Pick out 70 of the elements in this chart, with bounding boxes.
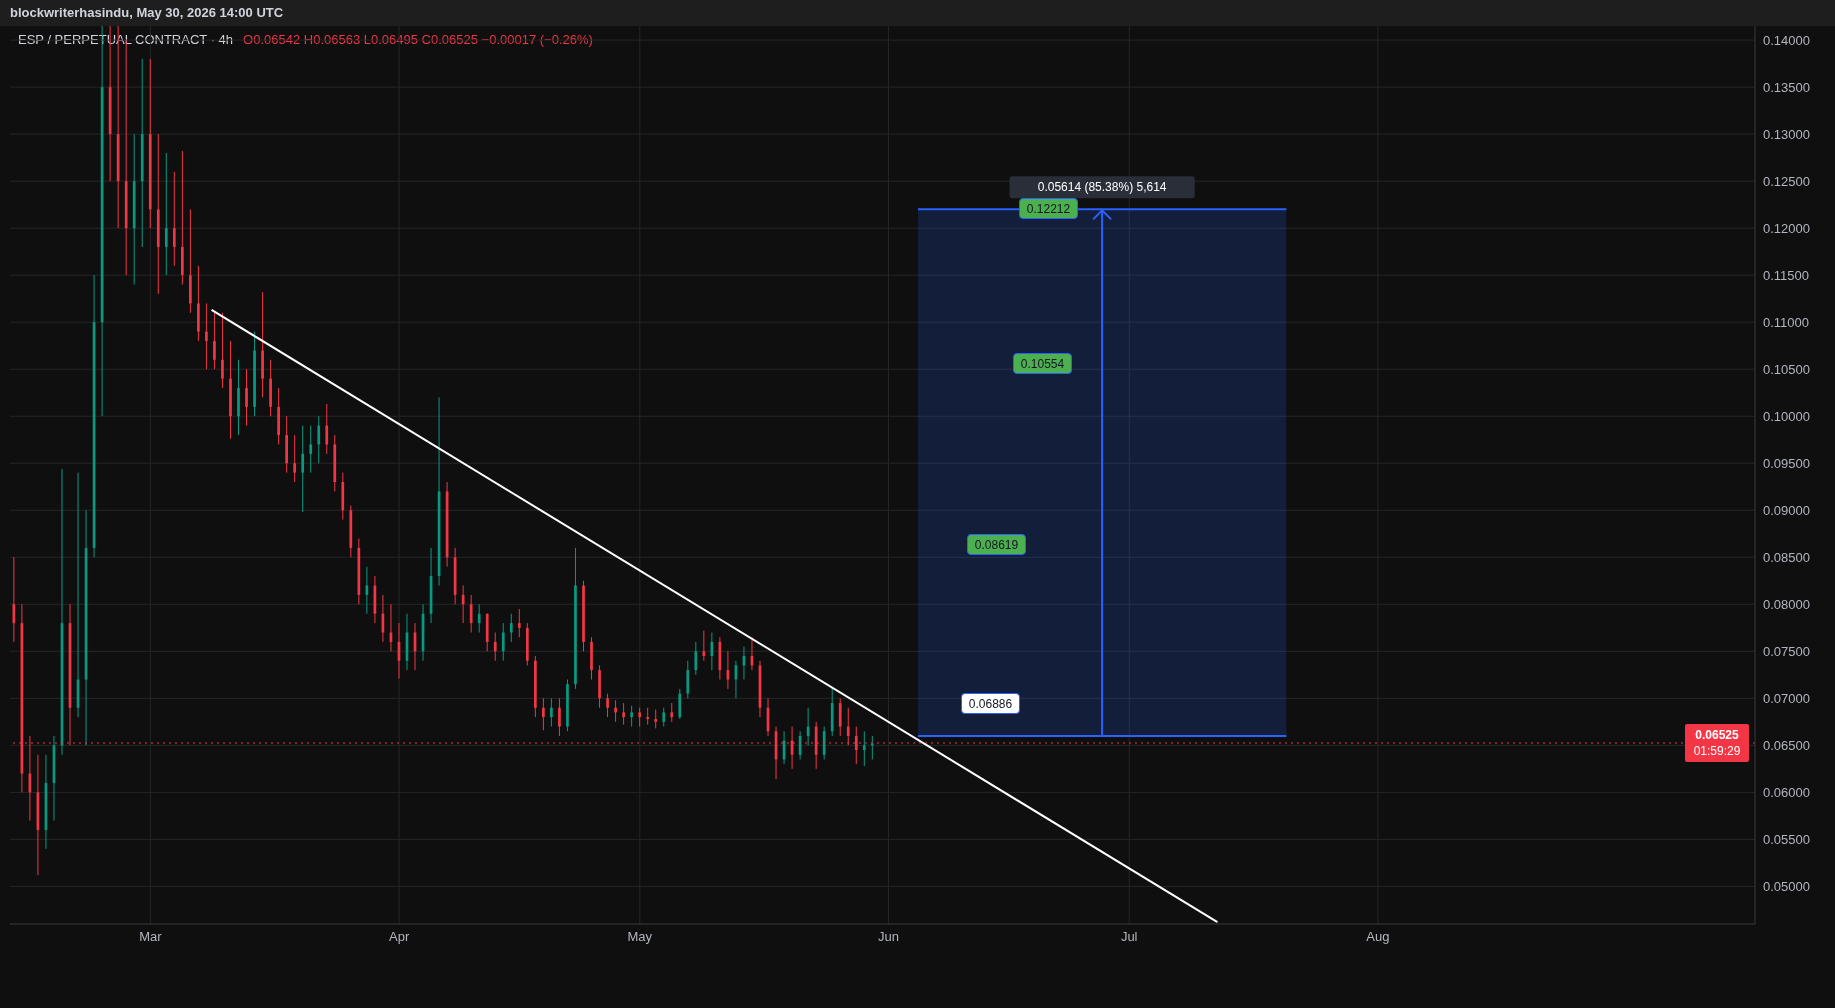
candlestick	[164, 152, 168, 276]
candlestick	[558, 697, 561, 737]
candlestick	[517, 608, 521, 638]
x-tick-label: Aug	[1366, 929, 1390, 945]
candlestick	[293, 434, 297, 483]
annotation: 01:59:29	[1693, 743, 1741, 758]
y-tick-label: 0.06000	[1763, 784, 1810, 800]
candlestick	[509, 613, 513, 643]
y-tick-label: 0.09000	[1763, 502, 1810, 518]
ref-line-label: 0.06525	[1695, 727, 1740, 742]
y-tick-label: 0.05500	[1763, 831, 1810, 847]
candlestick	[822, 726, 826, 760]
candlestick	[461, 584, 465, 624]
y-tick-label: 0.07000	[1763, 690, 1810, 706]
y-tick-label: 0.09500	[1763, 455, 1810, 471]
y-tick-label: 0.11000	[1763, 314, 1810, 330]
annotation: 0.05614 (85.38%) 5,614	[1037, 180, 1167, 195]
y-tick-label: 0.12000	[1763, 220, 1810, 236]
candlestick	[493, 632, 497, 662]
candlestick	[469, 594, 473, 633]
candlestick	[630, 705, 633, 728]
annotation: 0.10554	[1013, 353, 1072, 374]
candlestick	[638, 707, 642, 728]
candlestick	[662, 707, 666, 728]
y-tick-label: 0.10500	[1763, 361, 1810, 377]
candlestick	[694, 641, 698, 676]
candlestick	[686, 660, 690, 699]
y-tick-label: 0.11500	[1763, 267, 1810, 283]
candlestick	[606, 693, 609, 718]
candlestick	[614, 699, 617, 723]
candlestick	[501, 622, 505, 662]
candlestick	[172, 171, 176, 267]
x-tick-label: Apr	[389, 929, 410, 945]
candlestick	[309, 425, 313, 474]
y-tick-label: 0.06500	[1763, 737, 1810, 753]
x-tick-label: Jun	[878, 929, 899, 945]
x-tick-label: Mar	[139, 929, 163, 945]
y-tick-label: 0.13000	[1763, 126, 1810, 142]
candlestick	[245, 368, 248, 427]
y-tick-label: 0.14000	[1763, 32, 1810, 48]
annotation: O0.06542 H0.06563 L0.06495 C0.06525 −0.00017 (−0.26%)	[243, 32, 593, 47]
y-tick-label: 0.13500	[1763, 79, 1810, 95]
chart-title: blockwriterhasindu, May 30, 2026 14:00 UTC	[0, 0, 1835, 26]
annotation: 0.08619	[967, 534, 1026, 555]
candlestick	[213, 312, 216, 370]
candlestick	[301, 425, 305, 513]
y-tick-label: 0.08500	[1763, 549, 1810, 565]
candlestick	[550, 697, 553, 728]
annotation: 0.12212	[1019, 198, 1078, 219]
candlestick	[221, 312, 224, 389]
candlestick	[205, 302, 208, 370]
candlestick	[838, 697, 842, 737]
y-tick-label: 0.05000	[1763, 879, 1810, 894]
candlestick	[542, 697, 545, 731]
candlestick	[670, 702, 674, 723]
candlestick	[678, 688, 682, 720]
candlestick	[862, 730, 866, 767]
x-tick-label: May	[627, 929, 653, 945]
candlestick	[702, 630, 706, 662]
candlestick	[477, 603, 481, 633]
candlestick	[325, 403, 329, 455]
candlestick	[622, 702, 625, 726]
candlestick	[317, 415, 321, 464]
y-tick-label: 0.12500	[1763, 173, 1810, 189]
x-tick-label: Jul	[1120, 929, 1138, 945]
candlestick	[654, 709, 658, 729]
y-tick-label: 0.07500	[1763, 643, 1810, 659]
y-tick-label: 0.08000	[1763, 596, 1810, 612]
y-tick-label: 0.10000	[1763, 408, 1810, 424]
annotation: 0.06886	[961, 693, 1020, 714]
